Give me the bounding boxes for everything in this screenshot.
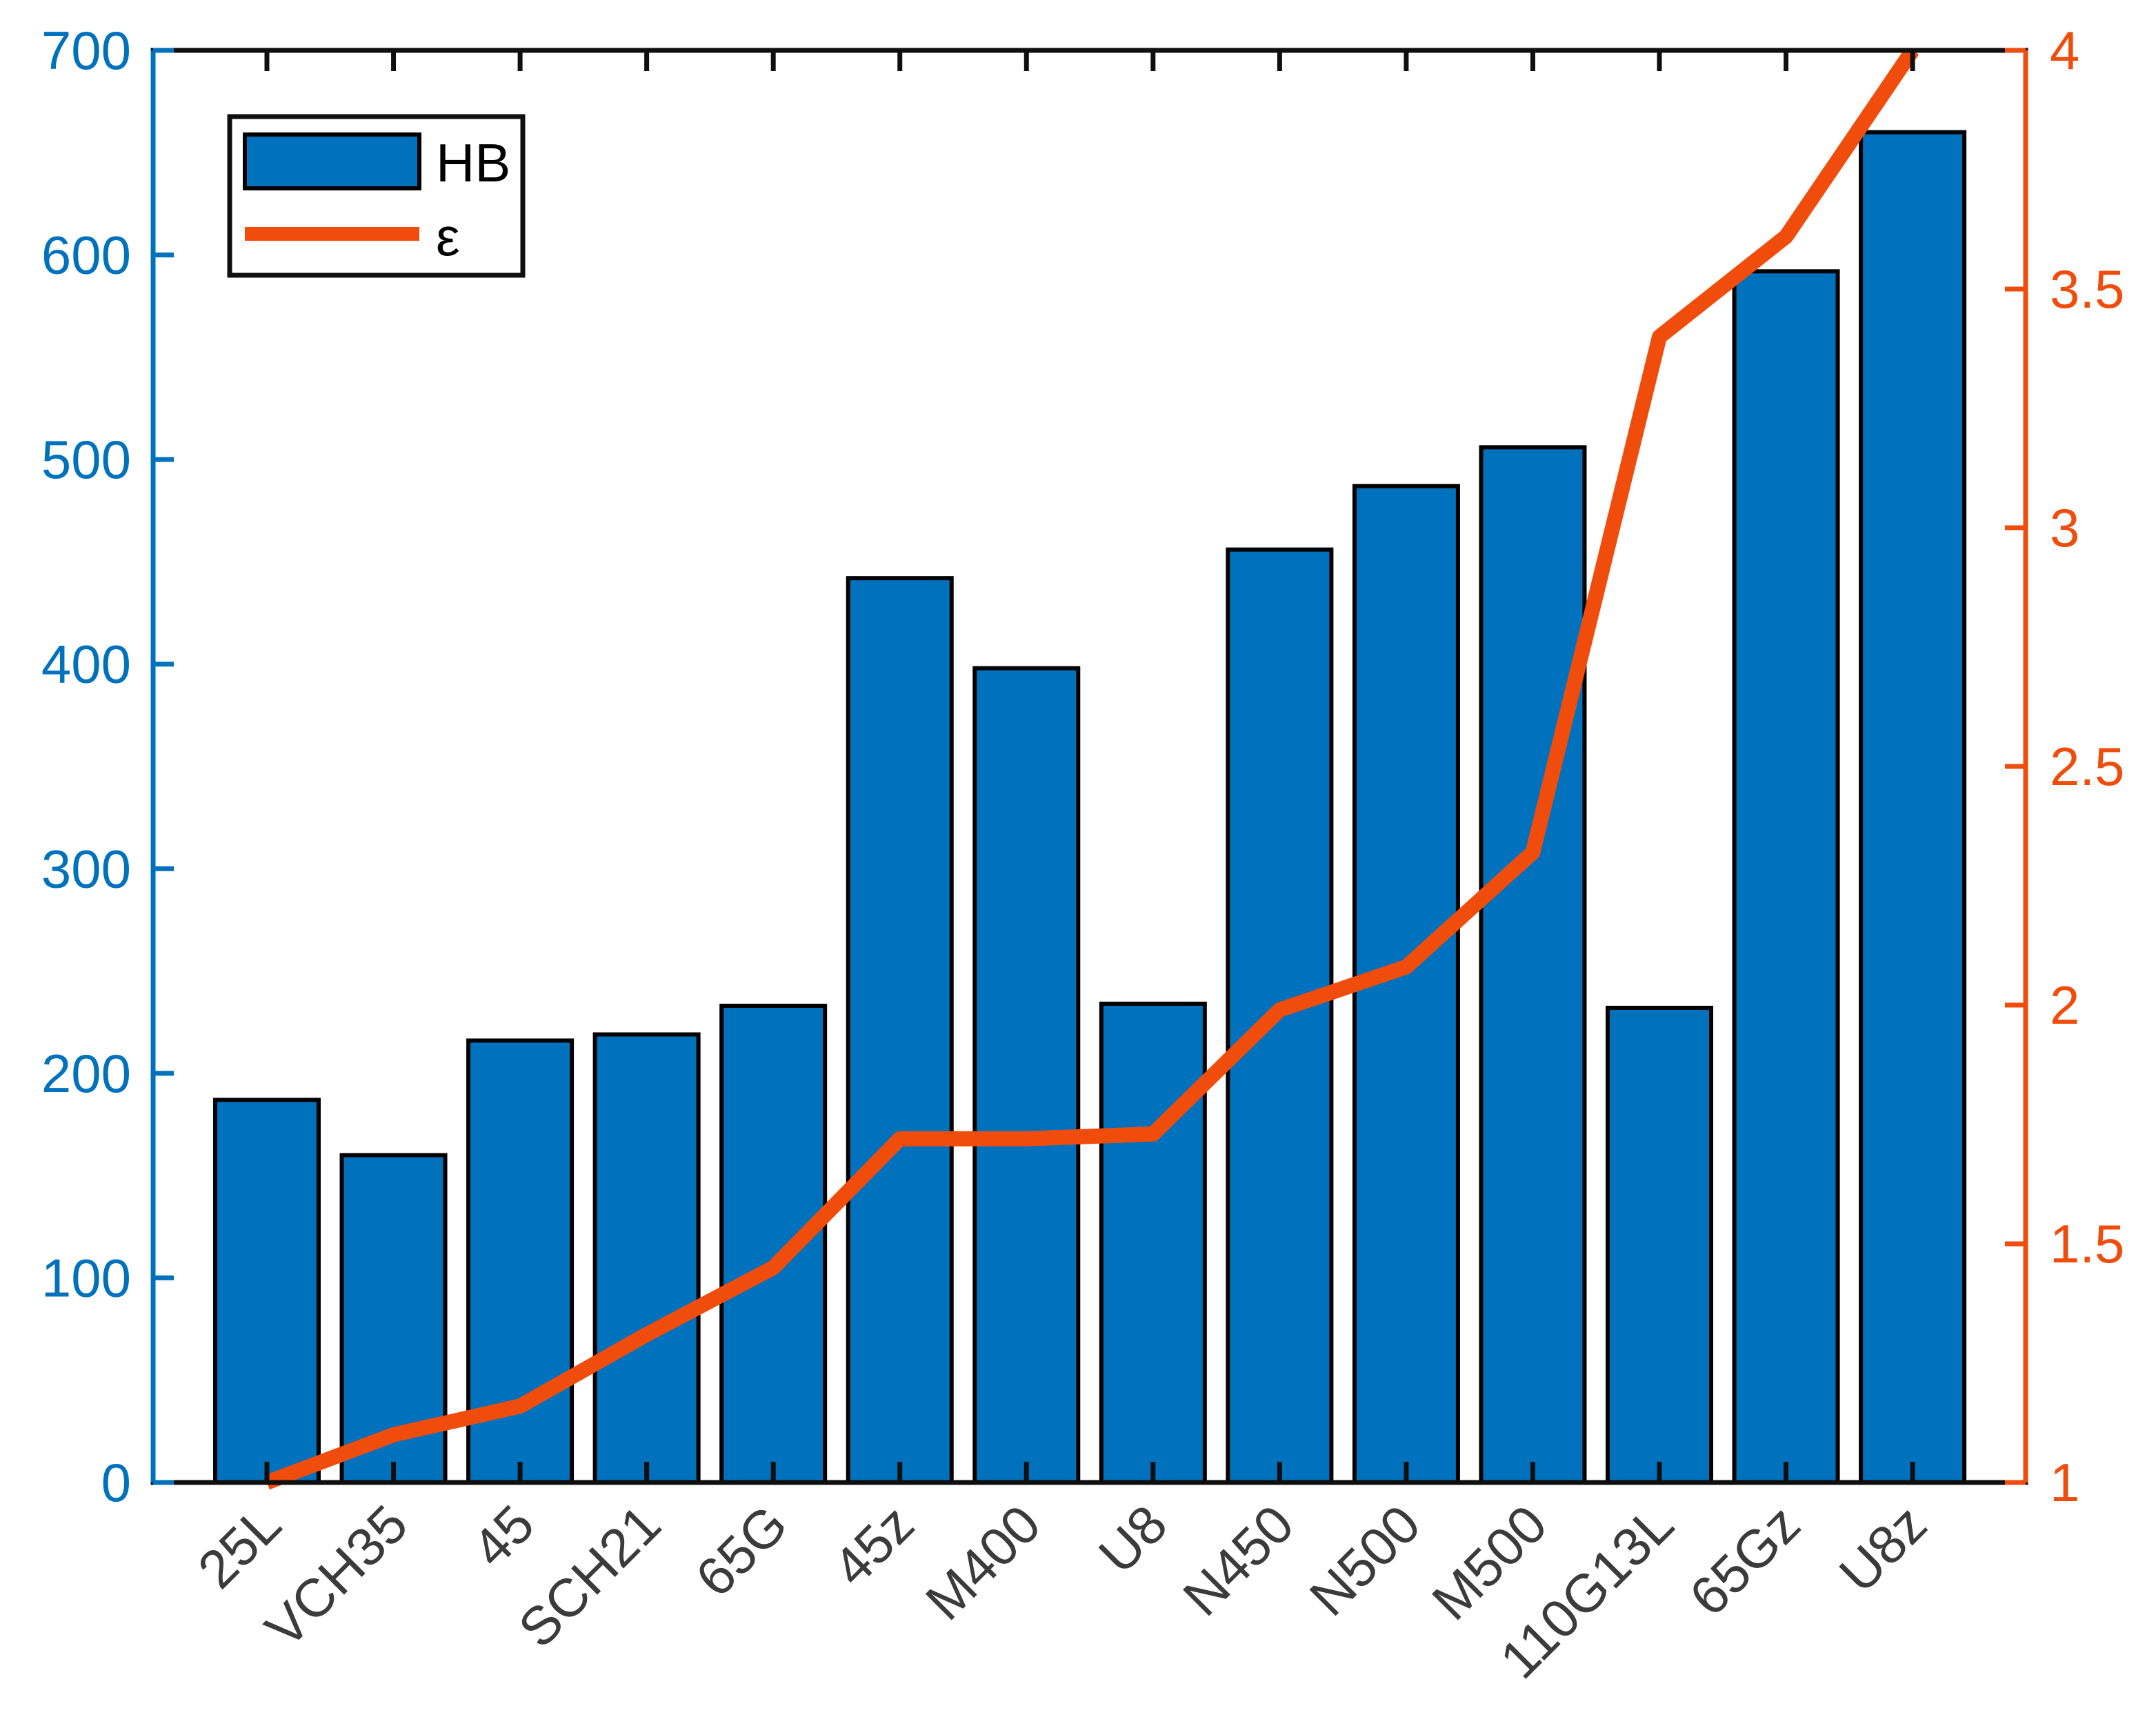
hb-bars-group xyxy=(213,130,1967,1485)
hb-bar-65G xyxy=(719,1003,828,1485)
left-tick-label-200: 200 xyxy=(41,1043,131,1104)
x-tick-label-N500: N500 xyxy=(1298,1494,1432,1627)
hb-bar-M400 xyxy=(972,666,1081,1485)
hb-bar-25L xyxy=(213,1098,321,1485)
right-tick-label-4: 4 xyxy=(2050,20,2079,81)
hb-bar-U8 xyxy=(1099,1002,1207,1485)
left-tick-label-400: 400 xyxy=(41,634,131,695)
right-tick-label-1: 1 xyxy=(2050,1452,2079,1513)
left-tick-label-600: 600 xyxy=(41,225,131,286)
hb-bar-U8z xyxy=(1859,130,1967,1485)
hb-bar-SCH21 xyxy=(592,1032,701,1485)
right-tick-label-2.5: 2.5 xyxy=(2050,736,2124,797)
epsilon-line-group xyxy=(264,50,1919,1490)
hb-bar-45z xyxy=(846,576,954,1485)
legend-label-hb: HB xyxy=(436,132,510,193)
x-tick-label-SCH21: SCH21 xyxy=(507,1494,672,1659)
right-tick-label-1.5: 1.5 xyxy=(2050,1213,2124,1274)
left-tick-label-500: 500 xyxy=(41,429,131,490)
axes-group xyxy=(150,48,2028,1485)
hb-bar-110G13L xyxy=(1606,1005,1714,1485)
legend-label-epsilon: ε xyxy=(436,206,460,267)
left-tick-label-100: 100 xyxy=(41,1247,131,1308)
hb-bar-M500 xyxy=(1479,445,1587,1485)
right-tick-label-3: 3 xyxy=(2050,497,2079,558)
x-tick-label-65Gz: 65Gz xyxy=(1678,1494,1812,1627)
right-tick-label-2: 2 xyxy=(2050,975,2079,1035)
legend: HB ε xyxy=(227,114,526,278)
left-tick-label-0: 0 xyxy=(101,1452,131,1513)
x-tick-label-U8: U8 xyxy=(1087,1494,1179,1585)
left-tick-label-700: 700 xyxy=(41,20,131,81)
x-tick-label-45z: 45z xyxy=(821,1494,926,1598)
x-tick-label-VCH35: VCH35 xyxy=(254,1494,419,1659)
x-tick-label-U8z: U8z xyxy=(1828,1494,1938,1604)
x-tick-label-M400: M400 xyxy=(914,1494,1052,1631)
legend-swatch-hb xyxy=(243,132,421,190)
hb-bar-65Gz xyxy=(1732,269,1840,1485)
x-tick-label-65G: 65G xyxy=(684,1494,799,1608)
x-tick-label-25L: 25L xyxy=(186,1494,292,1600)
x-tick-label-45: 45 xyxy=(461,1494,546,1579)
right-tick-label-3.5: 3.5 xyxy=(2050,259,2124,319)
left-tick-label-300: 300 xyxy=(41,838,131,899)
x-tick-label-N450: N450 xyxy=(1171,1494,1305,1627)
epsilon-line xyxy=(264,50,1919,1490)
